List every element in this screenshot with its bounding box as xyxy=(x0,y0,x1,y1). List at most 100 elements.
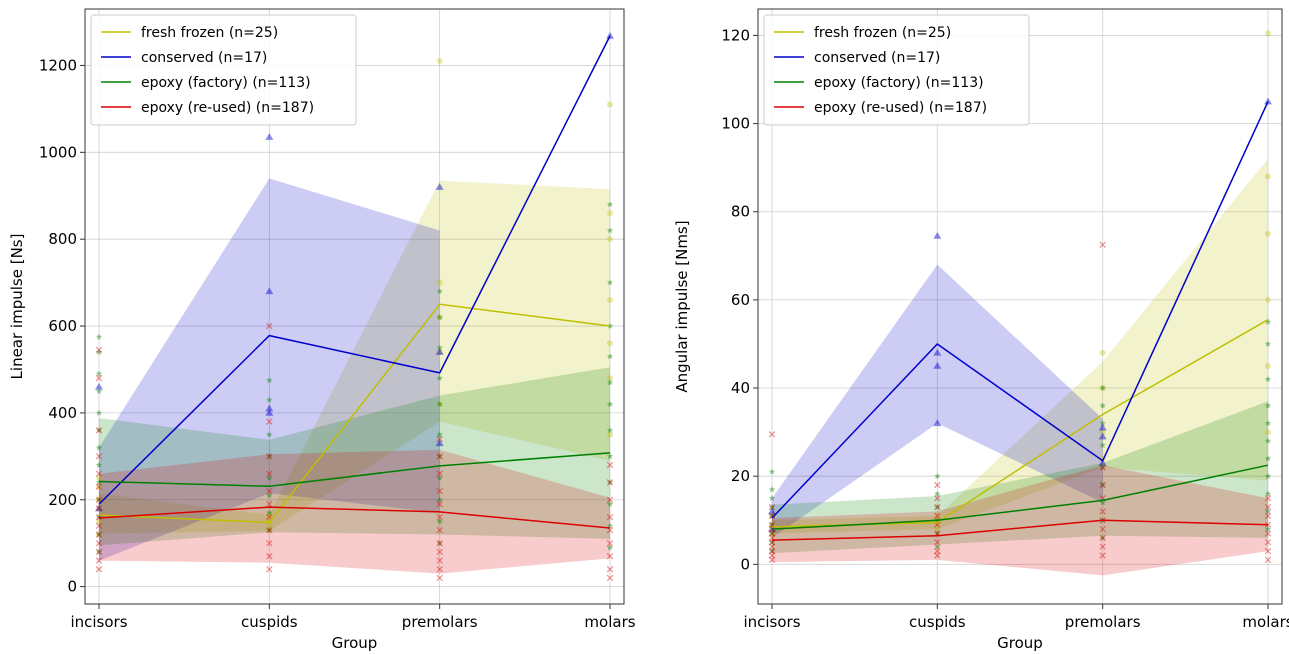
data-point xyxy=(934,503,941,511)
y-tick-label: 0 xyxy=(67,578,77,596)
data-point xyxy=(266,511,273,518)
band-3 xyxy=(772,401,1268,554)
data-point xyxy=(1264,419,1272,426)
data-point xyxy=(266,500,273,508)
x-axis-label: Group xyxy=(997,634,1043,652)
data-point xyxy=(436,400,443,407)
data-point xyxy=(1264,494,1272,502)
data-point xyxy=(768,503,776,511)
data-point xyxy=(607,236,613,243)
data-point xyxy=(768,530,776,537)
series-points-2 xyxy=(95,31,614,512)
data-point xyxy=(96,531,102,538)
series-line-4 xyxy=(98,506,611,529)
y-tick-label: 1200 xyxy=(39,56,77,74)
data-point xyxy=(436,487,443,495)
data-point xyxy=(95,426,103,433)
data-point xyxy=(436,496,443,503)
data-point xyxy=(768,431,776,438)
data-point xyxy=(436,452,443,460)
data-point xyxy=(606,201,614,208)
data-point xyxy=(96,483,102,490)
x-tick-label: incisors xyxy=(743,613,800,631)
y-axis-label: Linear impulse [Ns] xyxy=(8,234,26,380)
data-point xyxy=(1099,441,1106,449)
data-point xyxy=(1099,534,1106,542)
data-point xyxy=(607,210,613,217)
band-1 xyxy=(772,158,1268,534)
data-point xyxy=(95,346,103,354)
data-point xyxy=(934,503,941,510)
data-point xyxy=(95,557,103,564)
band-2 xyxy=(99,178,440,561)
data-point xyxy=(606,379,614,386)
data-point xyxy=(1098,423,1107,431)
data-point xyxy=(436,539,443,547)
legend-label: conserved (n=17) xyxy=(141,50,267,66)
data-point xyxy=(1264,508,1272,515)
data-point xyxy=(1099,464,1106,471)
data-point xyxy=(934,512,941,520)
legend-label: epoxy (factory) (n=113) xyxy=(141,75,311,91)
data-point xyxy=(436,566,443,573)
data-point xyxy=(607,375,613,382)
data-point xyxy=(1099,385,1106,392)
data-point xyxy=(436,431,443,438)
data-point xyxy=(768,556,776,564)
data-point xyxy=(607,340,613,347)
data-point xyxy=(933,348,942,356)
data-point xyxy=(1099,534,1106,541)
data-point xyxy=(95,333,103,340)
data-point xyxy=(1264,97,1272,105)
chart-panel-1: 0 200 400 600 800 1000 1200 incisors cuspids prem… xyxy=(8,8,636,652)
series-points-1 xyxy=(769,30,1271,537)
data-point xyxy=(934,526,941,533)
data-point xyxy=(768,543,776,550)
data-point xyxy=(1099,419,1106,426)
data-point xyxy=(1264,318,1272,325)
data-point xyxy=(1099,481,1106,489)
data-point xyxy=(95,548,103,556)
data-point xyxy=(934,530,941,537)
data-point xyxy=(934,539,941,546)
y-tick-label: 800 xyxy=(48,230,77,248)
data-point xyxy=(95,382,103,390)
data-point xyxy=(435,348,444,355)
data-point xyxy=(436,513,443,521)
data-point xyxy=(1098,432,1107,440)
series-line-3 xyxy=(771,464,1269,530)
data-point xyxy=(95,566,103,573)
data-point xyxy=(1265,429,1271,436)
legend-label: conserved (n=17) xyxy=(814,50,940,66)
data-point xyxy=(1264,512,1272,520)
y-tick-label: 100 xyxy=(721,115,750,133)
data-point xyxy=(266,539,273,547)
data-point xyxy=(266,509,273,516)
y-tick-label: 200 xyxy=(48,491,77,509)
band-4 xyxy=(99,449,610,574)
data-point xyxy=(606,539,614,547)
data-point xyxy=(1099,349,1106,356)
data-point xyxy=(95,505,103,512)
data-point xyxy=(606,496,614,503)
data-point xyxy=(436,470,443,477)
data-point xyxy=(933,419,942,427)
data-point xyxy=(95,539,103,547)
data-point xyxy=(266,453,273,460)
data-point xyxy=(435,439,444,447)
data-point xyxy=(606,574,614,582)
data-point xyxy=(768,547,776,554)
data-point xyxy=(1099,481,1106,488)
data-point xyxy=(266,553,273,560)
series-points-3 xyxy=(768,318,1272,554)
y-tick-label: 120 xyxy=(721,26,750,44)
data-point xyxy=(768,552,776,559)
data-point xyxy=(95,370,103,377)
data-point xyxy=(266,487,273,495)
x-tick-label: premolars xyxy=(402,613,478,631)
data-point xyxy=(768,494,776,501)
data-point xyxy=(1264,490,1272,497)
data-point xyxy=(266,527,273,534)
y-tick-label: 80 xyxy=(731,203,750,221)
data-point xyxy=(606,461,614,469)
